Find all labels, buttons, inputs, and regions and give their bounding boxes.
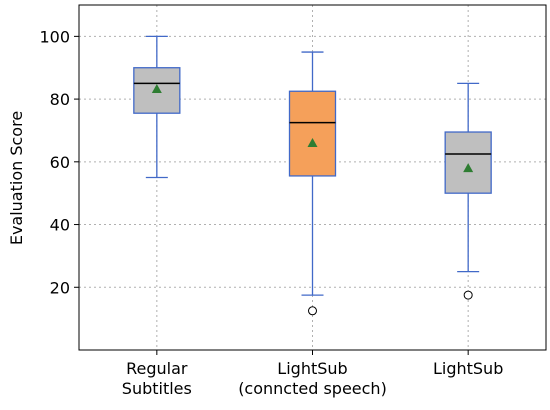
mean-marker <box>463 163 474 173</box>
x-tick-label-line: Regular <box>126 359 188 378</box>
x-tick-label: LightSub <box>433 359 503 378</box>
x-tick-label-line: LightSub <box>433 359 503 378</box>
y-tick-label: 80 <box>50 90 70 109</box>
mean-marker <box>151 84 162 94</box>
y-tick-label: 60 <box>50 153 70 172</box>
outlier-point <box>308 306 317 316</box>
y-tick-label: 40 <box>50 216 70 235</box>
x-tick-label-line: (conncted speech) <box>238 379 387 398</box>
box-series <box>133 35 492 316</box>
outlier-point <box>463 290 473 300</box>
y-tick-label: 100 <box>39 27 70 46</box>
y-axis: 20 40 60 80 100 <box>39 27 79 297</box>
y-tick-label: 20 <box>50 278 70 297</box>
y-axis-label: Evaluation Score <box>7 111 26 245</box>
x-tick-label: LightSub (conncted speech) <box>238 359 387 398</box>
mean-marker <box>307 138 318 147</box>
box-group <box>133 35 181 179</box>
x-tick-label-line: LightSub <box>277 359 347 378</box>
box-iqr <box>288 90 337 177</box>
x-tick-label: Regular Subtitles <box>122 359 192 398</box>
box-group <box>288 51 337 316</box>
box-group <box>444 82 492 300</box>
box-iqr <box>444 131 492 194</box>
x-tick-label-line: Subtitles <box>122 379 192 398</box>
